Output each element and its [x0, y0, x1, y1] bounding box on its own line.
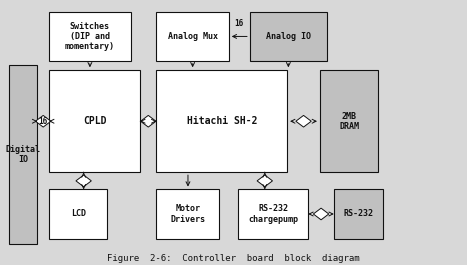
Bar: [156, 12, 229, 61]
Bar: [156, 70, 287, 172]
Text: RS-232: RS-232: [343, 210, 374, 218]
Polygon shape: [257, 175, 272, 187]
Polygon shape: [76, 175, 92, 187]
Text: 2MB
DRAM: 2MB DRAM: [339, 112, 359, 131]
Bar: [49, 189, 107, 238]
Polygon shape: [141, 116, 156, 127]
Text: CPLD: CPLD: [83, 116, 106, 126]
Bar: [49, 12, 131, 61]
Text: Analog Mux: Analog Mux: [168, 32, 218, 41]
Bar: [250, 12, 327, 61]
Bar: [49, 70, 140, 172]
Text: Analog IO: Analog IO: [266, 32, 311, 41]
Polygon shape: [296, 116, 311, 127]
Text: LCD: LCD: [71, 210, 86, 218]
Polygon shape: [35, 116, 51, 127]
Text: 16: 16: [235, 20, 244, 28]
Bar: [9, 65, 37, 244]
Text: RS-232
chargepump: RS-232 chargepump: [248, 204, 298, 224]
Text: 16: 16: [39, 117, 48, 126]
Bar: [334, 189, 383, 238]
Text: Switches
(DIP and
momentary): Switches (DIP and momentary): [65, 21, 115, 51]
Text: Motor
Drivers: Motor Drivers: [170, 204, 205, 224]
Text: Hitachi SH-2: Hitachi SH-2: [187, 116, 257, 126]
Bar: [238, 189, 308, 238]
Text: Digital
IO: Digital IO: [6, 145, 41, 164]
Bar: [156, 189, 219, 238]
Bar: [320, 70, 378, 172]
Text: Figure  2-6:  Controller  board  block  diagram: Figure 2-6: Controller board block diagr…: [107, 254, 360, 263]
Polygon shape: [313, 208, 329, 220]
